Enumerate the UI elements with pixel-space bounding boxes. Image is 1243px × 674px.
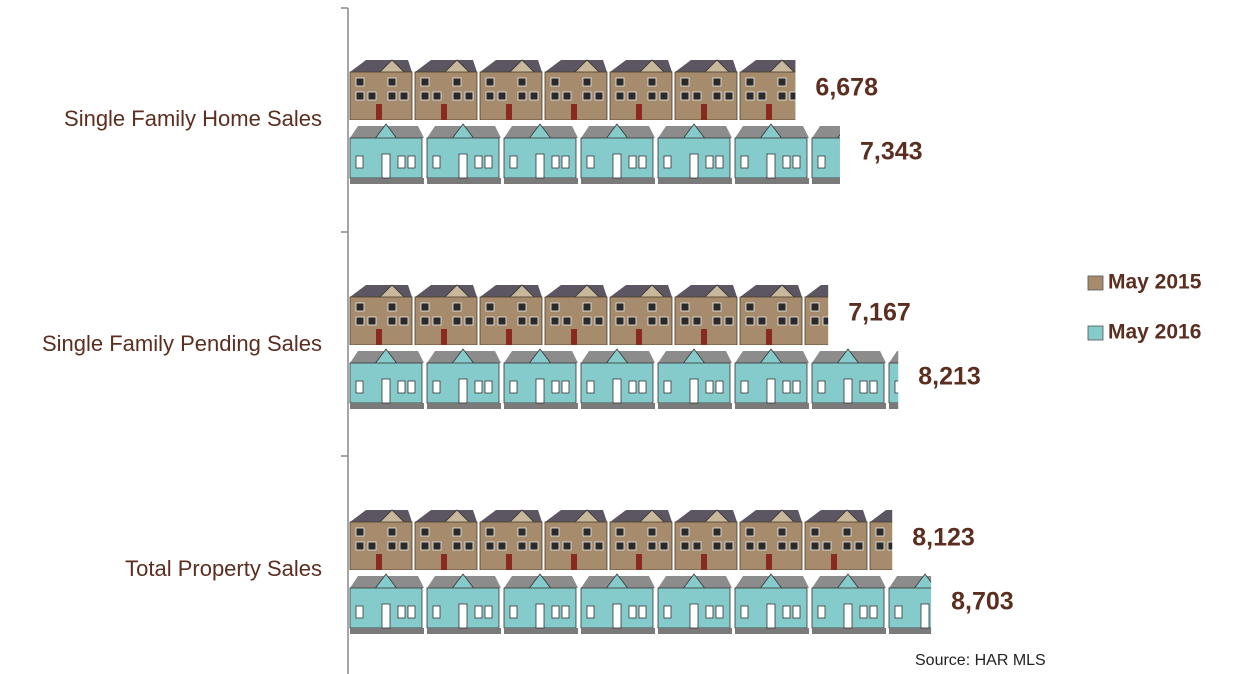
value-label: 7,167 — [848, 299, 911, 327]
value-label: 8,703 — [951, 588, 1014, 616]
bar — [348, 572, 932, 634]
bar — [348, 347, 899, 409]
legend-swatch — [1087, 325, 1104, 341]
legend-swatch — [1087, 275, 1104, 291]
source-note: Source: HAR MLS — [915, 652, 1046, 669]
y-axis — [341, 7, 349, 674]
bar — [348, 58, 796, 120]
value-label: 6,678 — [815, 74, 878, 102]
bar — [348, 508, 893, 570]
category-label: Single Family Pending Sales — [42, 331, 322, 356]
value-label: 8,123 — [912, 524, 975, 552]
bar — [348, 122, 840, 184]
bar — [348, 283, 829, 345]
category-label: Single Family Home Sales — [64, 106, 322, 131]
value-label: 7,343 — [860, 138, 923, 166]
value-label: 8,213 — [918, 363, 981, 391]
category-label: Total Property Sales — [125, 556, 322, 581]
legend-label: May 2016 — [1108, 321, 1201, 344]
legend-label: May 2015 — [1108, 271, 1202, 294]
